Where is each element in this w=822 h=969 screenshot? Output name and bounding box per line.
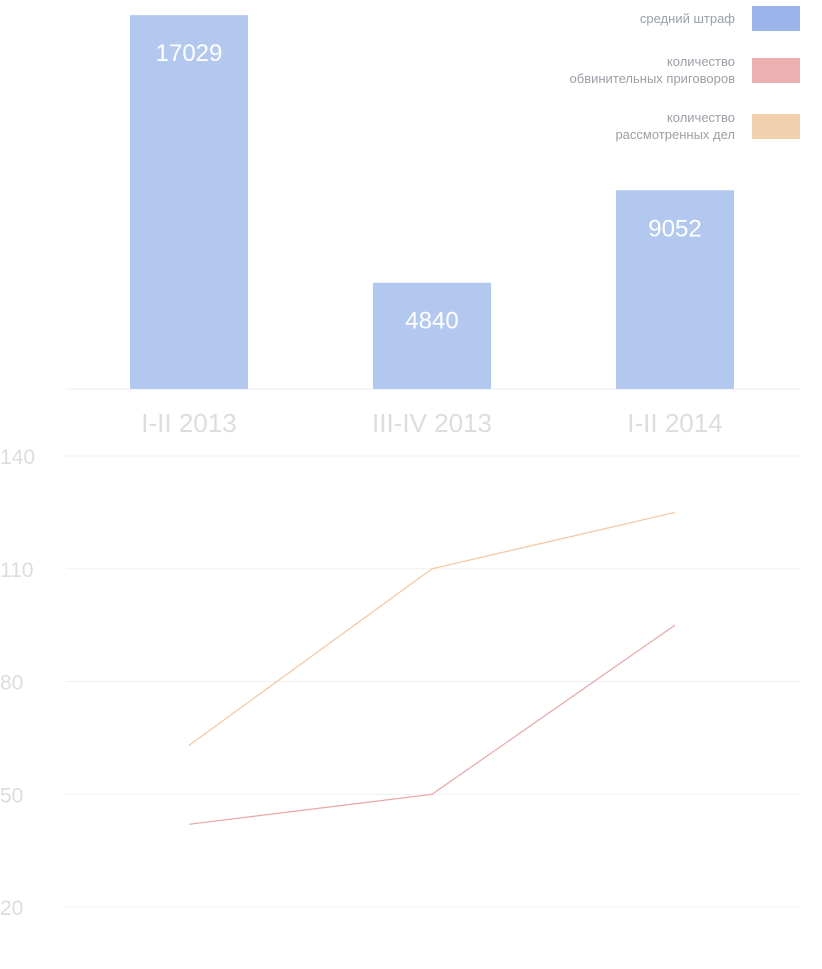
legend-item-cases-considered: количество рассмотренных дел bbox=[615, 109, 800, 143]
series-line bbox=[188, 624, 676, 825]
legend-swatch bbox=[752, 57, 800, 83]
legend-label: количество обвинительных приговоров bbox=[569, 54, 735, 86]
bar-value-label: 17029 bbox=[156, 40, 223, 67]
legend-item-average-fine: средний штраф bbox=[640, 6, 800, 31]
bar bbox=[373, 282, 491, 389]
bar-value-label: 9052 bbox=[648, 215, 701, 242]
x-tick-label: I-II 2013 bbox=[141, 408, 236, 438]
legend-label: количество рассмотренных дел bbox=[615, 110, 735, 142]
y-tick-label: 50 bbox=[0, 784, 23, 807]
legend-item-convictions: количество обвинительных приговоров bbox=[570, 53, 800, 87]
legend-swatch bbox=[752, 6, 800, 31]
bar-value-label: 4840 bbox=[405, 308, 458, 335]
y-tick-label: 20 bbox=[0, 897, 23, 920]
legend-swatch bbox=[752, 113, 800, 139]
bar bbox=[130, 15, 248, 390]
x-tick-label: I-II 2014 bbox=[627, 408, 722, 438]
y-tick-label: 80 bbox=[0, 672, 23, 695]
y-tick-label: 140 bbox=[0, 446, 35, 469]
y-tick-label: 110 bbox=[0, 559, 33, 582]
x-tick-label: III-IV 2013 bbox=[372, 408, 492, 438]
series-line bbox=[188, 511, 676, 746]
bar bbox=[616, 190, 734, 389]
legend-label: средний штраф bbox=[639, 11, 735, 26]
